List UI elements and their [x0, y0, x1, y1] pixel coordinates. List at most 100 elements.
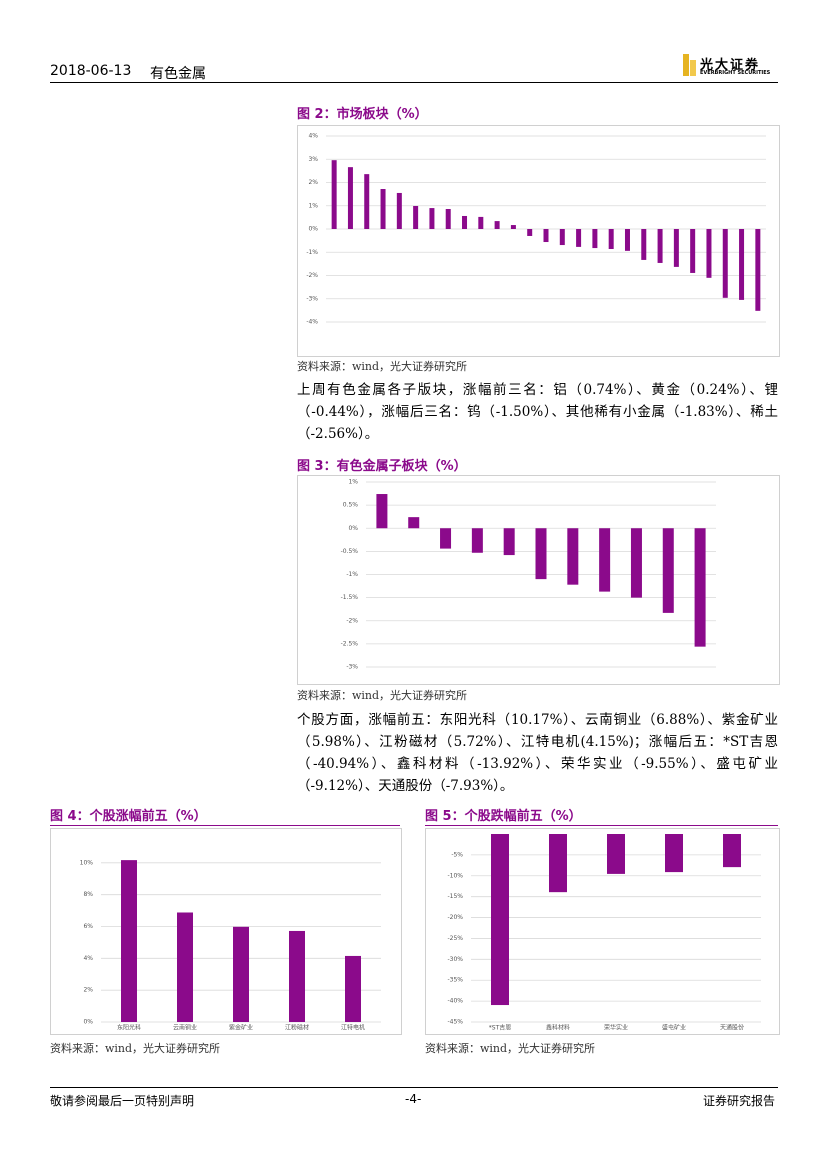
y-tick-label: 8%	[83, 891, 93, 898]
y-tick-label: -1.5%	[341, 594, 359, 601]
chart: 1% 0.5% 0% -0.5% -1% -1.5% -2% -2.5% -3%	[341, 479, 716, 671]
bar	[429, 208, 435, 229]
bar	[345, 955, 361, 1022]
source: 资料来源：wind，光大证券研究所	[297, 689, 468, 702]
x-tick-label: 天通股份	[720, 1024, 744, 1032]
bar	[121, 860, 137, 1022]
header-date: 2018-06-13	[50, 63, 132, 79]
y-tick-label: -40%	[447, 998, 463, 1005]
y-tick-label: 3%	[308, 156, 318, 163]
x-tick-label: 鑫科材料	[546, 1024, 570, 1032]
header-section: 有色金属	[150, 66, 206, 82]
y-tick-label: 2%	[83, 987, 93, 994]
y-tick-label: 0%	[348, 525, 358, 532]
bar	[739, 229, 745, 300]
bar	[694, 528, 706, 647]
bar	[527, 229, 533, 236]
bar	[478, 216, 484, 229]
x-tick-label: 江粉磁材	[285, 1024, 309, 1032]
bar	[673, 229, 679, 267]
y-tick-label: -20%	[447, 914, 463, 921]
bar	[413, 205, 419, 229]
bar	[233, 926, 249, 1022]
bar	[396, 192, 402, 229]
bar	[347, 167, 353, 229]
bar	[491, 834, 509, 1006]
x-tick-label: 江特电机	[341, 1024, 365, 1032]
figure-title: 图 2：市场板块（%）	[297, 107, 428, 122]
figure-rule	[425, 825, 778, 826]
x-tick-label: 盛屯矿业	[662, 1024, 686, 1032]
bar	[380, 189, 386, 229]
y-tick-label: 0%	[83, 1019, 93, 1026]
y-tick-label: 0.5%	[343, 502, 359, 509]
bar	[445, 209, 451, 229]
bar	[662, 528, 674, 613]
y-tick-label: -10%	[447, 872, 463, 879]
footer-rule	[50, 1087, 778, 1088]
logo-text-en: EVERBRIGHT SECURITIES	[700, 70, 771, 76]
y-tick-label: -5%	[451, 851, 463, 858]
bar	[722, 229, 728, 298]
bar	[690, 229, 696, 273]
bar	[331, 160, 337, 229]
chart-frame: -5% -10% -15% -20% -25% -30% -35% -40% -45% *ST吉恩…	[425, 828, 780, 1035]
y-tick-label: 4%	[308, 133, 318, 140]
y-tick-label: -1%	[306, 249, 318, 256]
bar	[657, 229, 663, 263]
bar	[723, 834, 741, 868]
chart: 4% 3% 2% 1% 0% -1% -2% -3% -4%	[306, 133, 766, 326]
y-tick-label: 1%	[308, 202, 318, 209]
source: 资料来源：wind，光大证券研究所	[425, 1042, 596, 1055]
bar	[599, 528, 611, 592]
y-tick-label: -4%	[306, 319, 318, 326]
paragraph: 个股方面，涨幅前五：东阳光科（10.17%）、云南铜业（6.88%）、紫金矿业（…	[297, 712, 778, 794]
bar	[408, 517, 420, 529]
footer-disclaimer: 敬请参阅最后一页特别声明	[50, 1094, 195, 1108]
bar	[630, 528, 642, 598]
y-tick-label: -0.5%	[341, 548, 359, 555]
logo-bar	[683, 54, 689, 76]
y-tick-label: -3%	[306, 295, 318, 302]
bar	[503, 528, 515, 556]
bar	[607, 834, 625, 874]
bar	[376, 494, 388, 529]
paragraph: 上周有色金属各子版块，涨幅前三名：铝（0.74%）、黄金（0.24%）、锂（-0…	[297, 382, 778, 442]
y-tick-label: -35%	[447, 977, 463, 984]
bar	[543, 229, 549, 243]
x-tick-label: 荣华实业	[604, 1024, 628, 1032]
x-tick-label: 紫金矿业	[229, 1024, 253, 1032]
bar	[471, 528, 483, 553]
y-tick-label: -2%	[306, 272, 318, 279]
y-tick-label: 6%	[83, 923, 93, 930]
bar	[608, 229, 614, 249]
logo-text: 光大证券	[700, 58, 761, 73]
bar	[641, 229, 647, 260]
bar	[567, 528, 579, 585]
y-tick-label: 0%	[308, 226, 318, 233]
y-tick-label: 1%	[348, 479, 358, 486]
y-tick-label: -45%	[447, 1019, 463, 1026]
source: 资料来源：wind，光大证券研究所	[297, 360, 468, 373]
y-tick-label: 10%	[80, 859, 94, 866]
x-tick-label: 云南铜业	[173, 1024, 197, 1032]
y-tick-label: -1%	[346, 571, 358, 578]
y-tick-label: 4%	[83, 955, 93, 962]
bar	[535, 528, 547, 580]
chart: -5% -10% -15% -20% -25% -30% -35% -40% -45% *ST吉恩…	[447, 834, 761, 1032]
bar	[494, 221, 500, 229]
y-tick-label: -2.5%	[341, 640, 359, 647]
header-rule	[50, 82, 778, 83]
chart-frame: 0% 2% 4% 6% 8% 10% 东阳光科 云南铜业 紫金矿业 江粉磁材 江特电机	[50, 828, 402, 1035]
bar	[576, 229, 582, 247]
y-tick-label: -25%	[447, 935, 463, 942]
chart-frame: 1% 0.5% 0% -0.5% -1% -1.5% -2% -2.5% -3%	[297, 475, 780, 685]
x-tick-label: *ST吉恩	[489, 1025, 511, 1032]
y-tick-label: -30%	[447, 956, 463, 963]
bar	[559, 229, 565, 246]
bar	[665, 834, 683, 873]
y-tick-label: 2%	[308, 179, 318, 186]
bar	[364, 174, 370, 229]
footer-type: 证券研究报告	[703, 1094, 776, 1108]
bar	[440, 528, 452, 549]
